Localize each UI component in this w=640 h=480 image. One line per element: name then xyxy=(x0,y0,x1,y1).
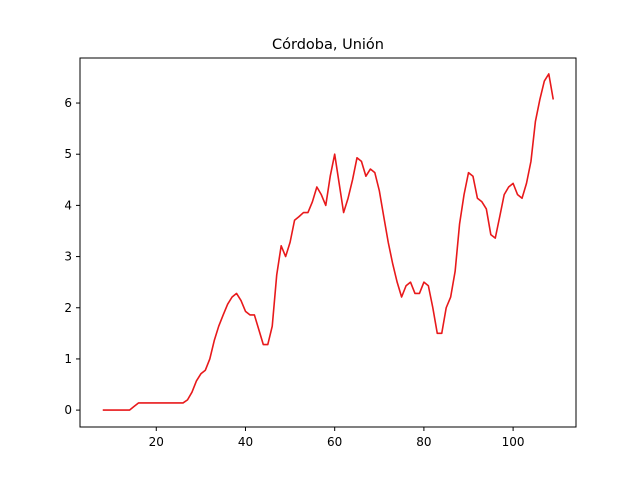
x-tick-label: 60 xyxy=(327,435,342,449)
y-tick-label: 5 xyxy=(64,147,72,161)
x-tick-label: 80 xyxy=(416,435,431,449)
y-tick-label: 1 xyxy=(64,352,72,366)
plot-area xyxy=(102,73,555,411)
x-tick-label: 100 xyxy=(502,435,525,449)
axes-frame xyxy=(79,57,577,428)
y-tick-label: 4 xyxy=(64,198,72,212)
y-axis: 0 1 2 3 4 5 6 xyxy=(64,96,80,417)
y-tick-label: 2 xyxy=(64,301,72,315)
x-tick-label: 20 xyxy=(149,435,164,449)
x-tick-label: 40 xyxy=(238,435,253,449)
x-axis: 20 40 60 80 100 xyxy=(149,427,525,449)
y-tick-label: 6 xyxy=(64,96,72,110)
y-tick-label: 3 xyxy=(64,250,72,264)
y-tick-label: 0 xyxy=(64,403,72,417)
chart-title: Córdoba, Unión xyxy=(272,37,384,53)
series-line-0 xyxy=(102,73,555,411)
